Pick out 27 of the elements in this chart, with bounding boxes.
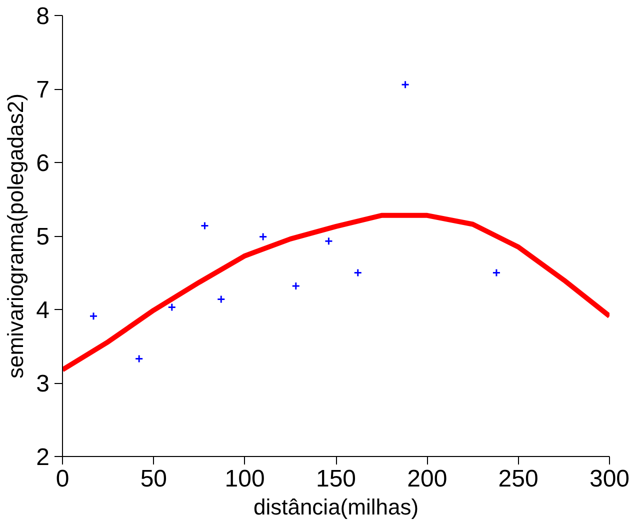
y-tick-label: 7 <box>36 76 50 104</box>
x-tick-label: 100 <box>224 466 265 492</box>
y-tick-label: 8 <box>36 3 50 30</box>
y-tick-label: 4 <box>36 297 50 324</box>
x-tick-label: 0 <box>56 466 70 492</box>
x-tick-label: 50 <box>140 466 168 492</box>
y-tick-label: 6 <box>36 150 50 177</box>
y-tick-label: 3 <box>36 370 50 398</box>
y-axis-title: semivariograma(polegadas2) <box>3 94 28 378</box>
y-tick-label: 5 <box>36 224 50 250</box>
point <box>216 294 226 304</box>
point <box>200 221 209 230</box>
x-tick-label: 250 <box>498 466 538 492</box>
y-tick-label: 2 <box>36 444 50 471</box>
point <box>258 232 268 241</box>
x-axis-title: distância(milhas) <box>253 494 419 520</box>
point <box>324 236 333 246</box>
x-tick-label: 150 <box>316 466 356 492</box>
x-tick-label: 300 <box>589 466 630 492</box>
point <box>89 312 98 320</box>
point <box>354 268 362 277</box>
point <box>292 282 300 290</box>
point <box>168 303 176 312</box>
point <box>401 80 410 89</box>
x-tick-label: 200 <box>407 466 448 492</box>
point <box>492 268 501 277</box>
point <box>134 354 144 363</box>
